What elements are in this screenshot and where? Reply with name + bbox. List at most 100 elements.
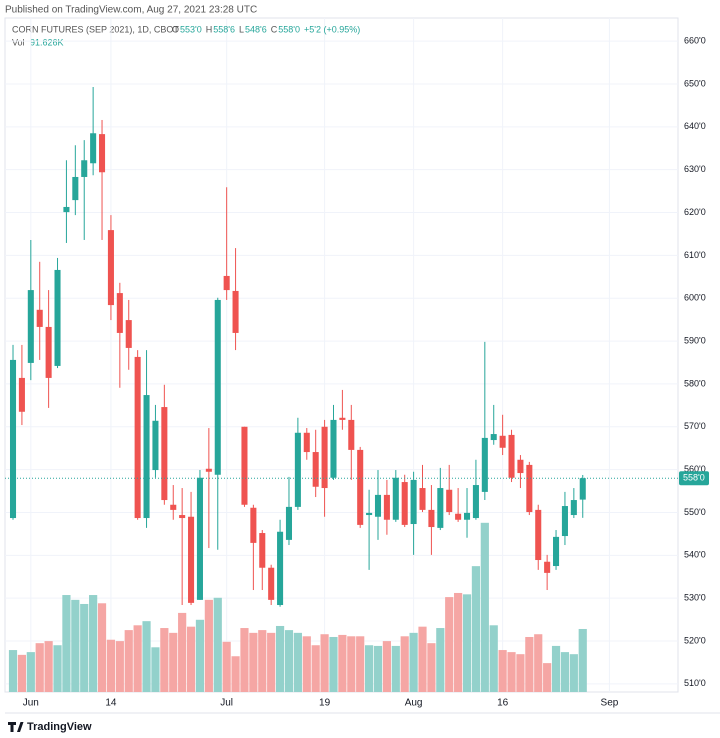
candle-body (125, 320, 132, 348)
candle-body (99, 134, 106, 173)
volume-bar (35, 643, 44, 692)
legend-volume-label: Vol (12, 37, 25, 47)
candle-body (374, 494, 382, 517)
volume-bar (382, 641, 391, 692)
candle-body (45, 326, 52, 378)
volume-bar (213, 597, 222, 692)
y-tick-label: 640'0 (684, 121, 706, 131)
candle-body (268, 567, 275, 600)
candle-body (277, 531, 284, 606)
volume-bar (240, 628, 249, 692)
candle-body (63, 206, 70, 213)
candle-body (508, 434, 515, 478)
candle-body (214, 299, 221, 475)
candle-body (27, 290, 34, 363)
volume-bar (454, 592, 463, 692)
x-tick-label: Jul (220, 698, 233, 709)
volume-bar (133, 625, 142, 692)
volume-bar (186, 626, 196, 692)
volume-bar (178, 612, 187, 692)
candle-body (570, 500, 577, 516)
volume-bar (338, 634, 347, 692)
y-tick-label: 510'0 (684, 678, 706, 688)
volume-bar (578, 628, 587, 692)
candle-body (134, 356, 141, 519)
x-tick-label: Sep (601, 698, 619, 709)
volume-bar (471, 566, 481, 692)
volume-bar (97, 603, 107, 692)
candle-body (499, 435, 506, 448)
candle-body (463, 512, 471, 520)
volume-bar (267, 632, 276, 692)
candle-body (72, 176, 79, 201)
volume-bar (17, 654, 27, 692)
legend-volume-value: 91.626K (30, 37, 64, 47)
volume-bar (347, 636, 356, 692)
candle-body (179, 515, 186, 519)
candle-body (116, 293, 123, 333)
candle-body (455, 513, 462, 520)
y-tick-label: 660'0 (684, 36, 706, 46)
volume-bar (258, 630, 267, 692)
candle-body (481, 437, 488, 492)
volume-bar (560, 652, 570, 692)
candle-body (517, 459, 524, 474)
legend-value: 558'6 (213, 24, 235, 34)
volume-bar (320, 634, 329, 692)
volume-bar (195, 619, 205, 692)
legend-change: +5'2 (+0.95%) (304, 24, 360, 34)
volume-bar (231, 656, 240, 692)
volume-bar (373, 645, 383, 692)
candle-body (9, 359, 17, 519)
x-tick-label: 14 (105, 698, 117, 709)
volume-bar (44, 641, 53, 692)
volume-bar (551, 645, 561, 692)
x-tick-label: 16 (497, 698, 509, 709)
volume-bar (115, 641, 124, 692)
candle-body (348, 419, 355, 450)
candle-body (366, 512, 373, 516)
legend-key: O (172, 24, 179, 34)
volume-bar (409, 632, 418, 692)
candle-body (90, 133, 97, 164)
candle-body (18, 377, 25, 412)
candle-body (392, 477, 399, 520)
candle-body (170, 504, 177, 510)
y-tick-label: 540'0 (684, 550, 706, 560)
candle-body (107, 230, 114, 306)
volume-bar (302, 636, 311, 692)
volume-bar (498, 650, 507, 692)
volume-bar (445, 597, 454, 692)
candle-body (321, 426, 328, 489)
volume-bar (80, 603, 89, 692)
volume-bar (160, 628, 169, 692)
volume-bar (249, 632, 258, 692)
candle-body (490, 434, 497, 441)
candle-body (579, 478, 586, 500)
volume-bar (8, 650, 18, 692)
volume-bar (311, 645, 320, 692)
volume-bar (480, 522, 489, 692)
volume-bar (534, 634, 543, 692)
volume-bar (26, 652, 35, 692)
y-tick-label: 590'0 (684, 335, 706, 345)
volume-bar (142, 621, 151, 692)
volume-bar (525, 636, 534, 692)
last-price-box (679, 471, 709, 486)
candle-body (161, 407, 168, 501)
y-tick-label: 550'0 (684, 507, 706, 517)
volume-bar (53, 645, 62, 692)
legend-value: 548'6 (245, 24, 267, 34)
volume-bar (62, 595, 71, 692)
y-tick-label: 620'0 (684, 207, 706, 217)
volume-bar (516, 654, 525, 692)
volume-bar (169, 632, 178, 692)
candle-body (259, 533, 266, 568)
legend-key: L (239, 24, 244, 34)
candle-body (437, 488, 444, 528)
candle-body (196, 477, 203, 600)
candle-body (339, 417, 346, 420)
candle-body (428, 509, 435, 528)
